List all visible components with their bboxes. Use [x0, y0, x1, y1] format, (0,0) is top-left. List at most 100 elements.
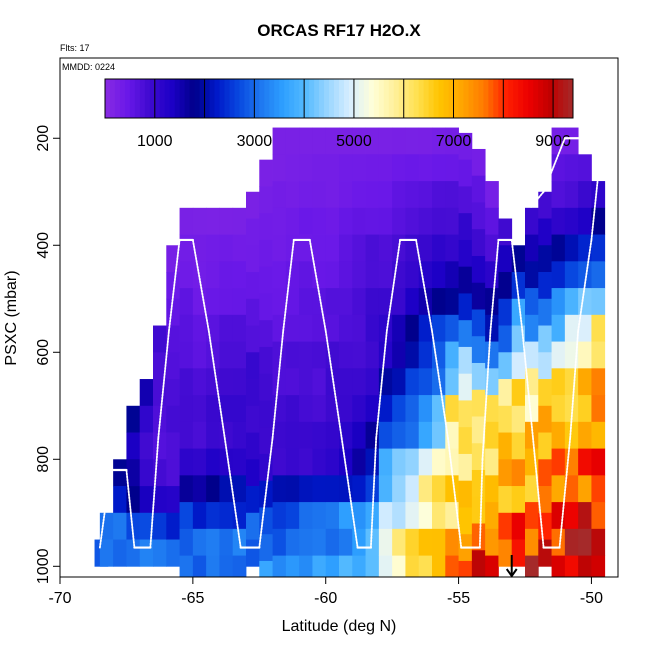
flight-track-segment: [191, 239, 210, 332]
colorbar-segment: [468, 79, 474, 118]
colorbar-segment: [254, 79, 260, 118]
heatmap-cell: [551, 421, 566, 449]
heatmap-cell: [578, 448, 592, 476]
heatmap-cell: [365, 368, 380, 396]
flight-track-segment: [375, 329, 388, 439]
heatmap-cell: [325, 154, 340, 182]
position-marker: [505, 555, 518, 578]
heatmap-cell: [246, 191, 260, 219]
heatmap-cells: [94, 127, 606, 578]
heatmap-cell: [538, 459, 552, 487]
colorbar-tick-label: 1000: [137, 133, 173, 150]
heatmap-cell: [471, 469, 486, 498]
heatmap-cell: [166, 432, 180, 460]
heatmap-cell: [405, 127, 420, 155]
heatmap-cell: [591, 528, 606, 556]
heatmap-cell: [525, 502, 539, 530]
colorbar-segment: [523, 79, 529, 118]
heatmap-cell: [445, 395, 459, 423]
heatmap-cell: [219, 261, 234, 289]
heatmap-cell: [153, 486, 167, 514]
heatmap-cell: [339, 314, 353, 342]
colorbar-tick-label: 5000: [336, 133, 372, 150]
heatmap-cell: [272, 502, 287, 530]
x-tick-label: -70: [48, 590, 71, 607]
heatmap-cell: [485, 448, 499, 476]
heatmap-cell: [485, 421, 499, 449]
heatmap-cell: [365, 475, 380, 503]
heatmap-cell: [578, 421, 592, 449]
x-tick-label: -65: [181, 590, 204, 607]
heatmap-cell: [591, 181, 606, 209]
heatmap-cell: [325, 502, 340, 530]
colorbar-segment: [428, 79, 435, 118]
heatmap-cell: [126, 405, 141, 433]
heatmap-cell: [458, 427, 473, 455]
colorbar-segment: [269, 79, 275, 118]
colorbar-segment: [398, 79, 405, 118]
heatmap-cell: [259, 213, 273, 241]
heatmap-cell: [405, 502, 420, 530]
heatmap-cell: [179, 395, 194, 423]
heatmap-cell: [246, 352, 260, 380]
heatmap-cell: [405, 528, 420, 556]
colorbar-segment: [179, 79, 186, 118]
colorbar-segment: [114, 79, 121, 118]
heatmap-cell: [432, 502, 446, 530]
heatmap-cell: [445, 448, 459, 476]
heatmap-cell: [325, 261, 340, 289]
colorbar-segment: [488, 79, 494, 118]
heatmap-cell: [259, 159, 273, 187]
heatmap-cell: [352, 502, 366, 530]
heatmap-cell: [564, 555, 579, 578]
colorbar-segment: [373, 79, 380, 118]
colorbar-segment: [448, 79, 455, 118]
flight-track-segment: [271, 329, 285, 439]
heatmap-cell: [485, 181, 499, 209]
heatmap-cell: [312, 502, 327, 530]
heatmap-cell: [591, 261, 606, 289]
heatmap-cell: [392, 314, 406, 342]
heatmap-cell: [378, 207, 393, 235]
heatmap-cell: [591, 314, 606, 342]
heatmap-cell: [179, 555, 194, 578]
heatmap-cell: [432, 314, 446, 342]
heatmap-cell: [392, 395, 406, 423]
heatmap-cell: [339, 395, 353, 423]
heatmap-cell: [445, 502, 459, 530]
heatmap-cell: [126, 539, 141, 567]
heatmap-cell: [312, 127, 327, 155]
heatmap-cell: [458, 346, 473, 375]
heatmap-cell: [365, 528, 380, 556]
heatmap-cell: [578, 528, 592, 556]
heatmap-cell: [126, 459, 141, 487]
heatmap-cell: [405, 368, 420, 396]
heatmap-cell: [432, 154, 446, 182]
heatmap-cell: [405, 395, 420, 423]
heatmap-cell: [139, 512, 154, 540]
heatmap-cell: [538, 272, 552, 300]
heatmap-cell: [564, 528, 579, 556]
colorbar-segment: [304, 79, 310, 118]
heatmap-cell: [192, 341, 207, 369]
colorbar-segment: [214, 79, 221, 118]
heatmap-cell: [498, 379, 513, 407]
heatmap-cell: [352, 448, 366, 476]
heatmap-cell: [352, 234, 366, 262]
heatmap-cell: [206, 475, 220, 503]
heatmap-cell: [312, 528, 327, 556]
heatmap-cell: [578, 207, 592, 235]
heatmap-cell: [418, 127, 433, 155]
heatmap-cell: [285, 127, 300, 155]
heatmap-cell: [445, 288, 459, 316]
heatmap-cell: [299, 154, 313, 182]
heatmap-cell: [219, 395, 234, 423]
heatmap-cell: [312, 314, 327, 342]
heatmap-cell: [179, 261, 194, 289]
heatmap-cell: [551, 314, 566, 342]
heatmap-cell: [259, 560, 273, 578]
heatmap-cell: [392, 368, 406, 396]
flight-track-segment: [207, 329, 226, 439]
heatmap-cell: [564, 395, 579, 423]
heatmap-cell: [352, 475, 366, 503]
